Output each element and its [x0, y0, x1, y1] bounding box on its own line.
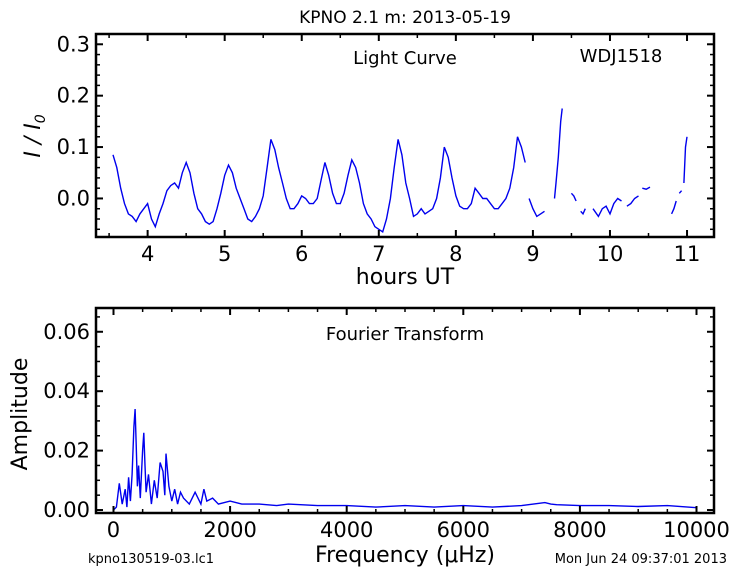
lc-xtick-label: 6	[295, 242, 308, 266]
lc-series-segment-2	[553, 108, 563, 199]
lc-series-segment-5	[592, 197, 622, 218]
light-curve-annotation: Light Curve	[353, 48, 457, 69]
lc-series-segment-1	[528, 198, 545, 218]
figure-title: KPNO 2.1 m: 2013-05-19	[299, 8, 511, 28]
lc-series-segment-0	[112, 136, 526, 234]
object-label: WDJ1518	[580, 46, 663, 67]
lc-xtick-label: 9	[526, 242, 539, 266]
ft-ytick-label: 0.04	[43, 379, 90, 403]
ft-xtick-label: 8000	[553, 518, 606, 542]
lc-series-segment-6	[626, 195, 639, 207]
ft-ytick-label: 0.00	[43, 498, 90, 522]
lc-ytick-label: 0.2	[57, 84, 90, 108]
lc-series-segment-10	[683, 136, 688, 184]
light-curve-ylabel: I / I0	[21, 114, 49, 157]
ft-ytick-label: 0.06	[43, 320, 90, 344]
fourier-annotation: Fourier Transform	[326, 324, 484, 345]
lc-series-segment-4	[580, 208, 586, 216]
fourier-panel: 0 2000 4000 6000 8000 10000 0.00 0.02 0.04 0.06 F…	[8, 306, 730, 568]
lc-ytick-label: 0.0	[57, 186, 90, 210]
ft-xtick-label: 6000	[437, 518, 490, 542]
footer-filename: kpno130519-03.lc1	[88, 552, 214, 567]
light-curve-axes-frame	[94, 32, 716, 239]
ft-xtick-label: 0	[107, 518, 120, 542]
lc-xtick-label: 5	[218, 242, 231, 266]
lc-series-segment-3	[570, 192, 577, 202]
light-curve-panel: 4 5 6 7 8 9 10 11 0.0 0.1 0.2 0.3 Light Curve WDJ15…	[21, 32, 716, 290]
lc-series-segment-7	[642, 186, 651, 190]
footer-timestamp: Mon Jun 24 09:37:01 2013	[555, 552, 727, 567]
lc-ytick-label: 0.1	[57, 135, 90, 159]
ft-xtick-label: 2000	[203, 518, 256, 542]
lc-series-segment-8	[670, 200, 677, 215]
lc-xtick-label: 10	[597, 242, 624, 266]
fourier-xlabel: Frequency (μHz)	[315, 543, 495, 568]
lc-xtick-label: 11	[674, 242, 701, 266]
ft-series-segment-0	[113, 408, 697, 511]
lc-ytick-label: 0.3	[57, 32, 90, 56]
ft-xtick-label: 4000	[320, 518, 373, 542]
light-curve-xlabel: hours UT	[356, 265, 455, 290]
lc-xtick-label: 4	[141, 242, 154, 266]
lc-xtick-label: 7	[372, 242, 385, 266]
ft-xtick-label: 10000	[663, 518, 730, 542]
lc-xtick-label: 8	[449, 242, 462, 266]
lc-series-segment-9	[678, 190, 683, 194]
ft-ytick-label: 0.02	[43, 439, 90, 463]
fourier-ylabel: Amplitude	[8, 358, 33, 471]
